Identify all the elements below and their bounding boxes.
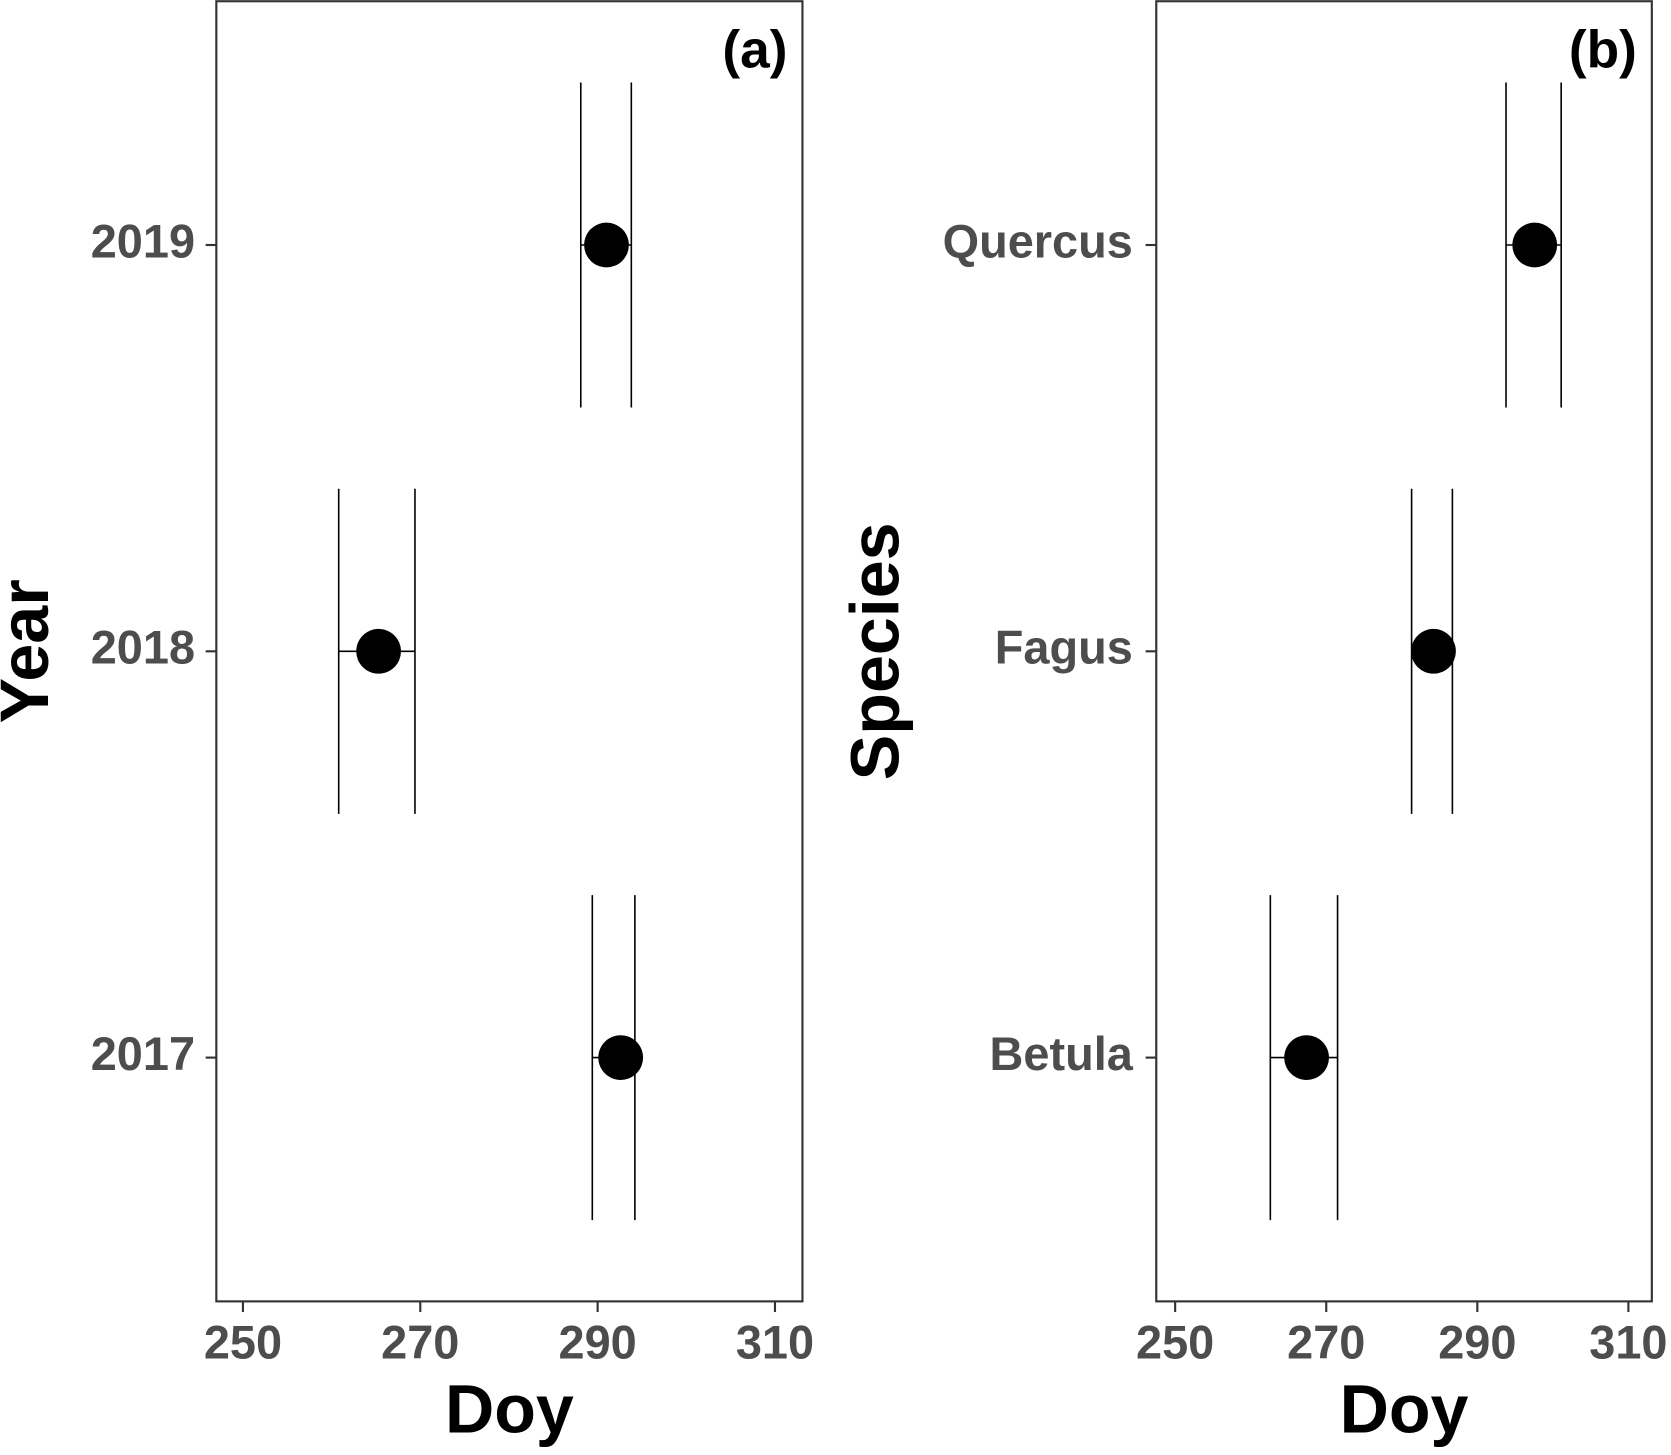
y-tick-label: 2018 (91, 622, 195, 674)
y-axis-title: Year (0, 579, 63, 723)
x-tick-label: 310 (736, 1317, 814, 1369)
plot-panel (1155, 0, 1653, 1303)
x-tick-label: 250 (204, 1317, 282, 1369)
point (356, 628, 401, 674)
point (1284, 1035, 1329, 1080)
x-tick-label: 310 (1589, 1317, 1667, 1369)
x-axis-title: Doy (1340, 1371, 1469, 1447)
y-axis-title: Species (837, 522, 913, 780)
point (1411, 628, 1456, 674)
y-tick-label: Betula (990, 1028, 1134, 1080)
panel-label: (a) (722, 21, 787, 80)
point (1512, 222, 1558, 268)
point (584, 222, 629, 268)
point (598, 1035, 644, 1080)
y-tick-label: 2019 (91, 215, 195, 267)
plot-panel (215, 0, 804, 1303)
x-axis-title: Doy (445, 1371, 574, 1447)
x-tick-label: 270 (381, 1317, 459, 1369)
x-tick-label: 290 (559, 1317, 637, 1369)
x-tick-label: 250 (1136, 1317, 1214, 1369)
y-tick-label: 2017 (91, 1028, 195, 1080)
y-tick-label: Fagus (995, 622, 1133, 674)
y-tick-label: Quercus (943, 215, 1133, 267)
x-tick-label: 270 (1287, 1317, 1365, 1369)
x-tick-label: 290 (1438, 1317, 1516, 1369)
panel-label: (b) (1569, 21, 1637, 80)
